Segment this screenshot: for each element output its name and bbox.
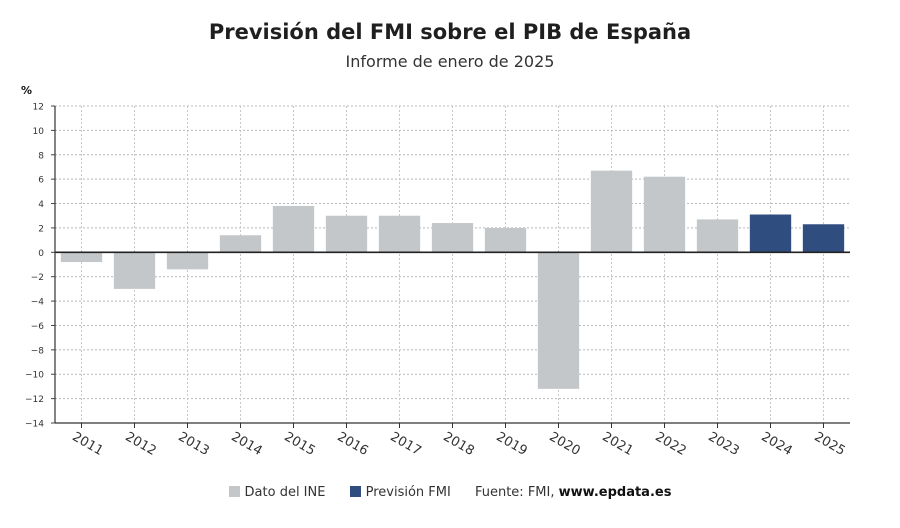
y-tick-label: 12 [33, 103, 44, 113]
bar-2022 [643, 176, 686, 253]
bar-2023 [696, 219, 739, 253]
chart-subtitle: Informe de enero de 2025 [345, 52, 555, 71]
x-tick-label-2012: 2012 [123, 429, 159, 459]
y-tick-label: −8 [31, 346, 45, 356]
x-tick-label-2024: 2024 [759, 429, 795, 459]
x-tick-label-2023: 2023 [706, 429, 742, 459]
x-tick-label-2014: 2014 [229, 429, 265, 459]
bar-2012 [113, 252, 156, 289]
legend-label-fmi: Previsión FMI [365, 485, 451, 500]
legend-swatch-ine [228, 486, 240, 497]
chart-title: Previsión del FMI sobre el PIB de España [208, 20, 692, 44]
x-tick-label-2011: 2011 [70, 429, 106, 459]
y-tick-label: −4 [31, 298, 45, 308]
bar-chart: 12 10 8 6 4 2 0 −2 −4 −6 −8 −10 −12 −14 2011 2012 2013 20… [25, 103, 850, 459]
legend-label-ine: Dato del INE [244, 485, 326, 500]
x-tick-label-2025: 2025 [812, 429, 848, 459]
x-tick-label-2015: 2015 [282, 429, 318, 459]
x-tick-label-2019: 2019 [494, 429, 530, 459]
x-tick-label-2013: 2013 [176, 429, 212, 459]
y-tick-label: −6 [31, 322, 45, 332]
y-tick-label: 4 [38, 200, 44, 210]
x-tick-label-2021: 2021 [600, 429, 636, 459]
bar-2013 [166, 252, 209, 270]
source-note: Fuente: FMI, www.epdata.es [475, 485, 671, 500]
y-axis-unit-label: % [21, 84, 33, 97]
x-tick-label-2016: 2016 [335, 429, 371, 459]
y-tick-label: 6 [38, 176, 44, 186]
bar-2024 [749, 214, 792, 253]
bar-2019 [484, 227, 527, 253]
bar-2014 [219, 235, 262, 253]
x-tick-label-2020: 2020 [547, 429, 583, 459]
legend-item-fmi: Previsión FMI [349, 485, 451, 500]
bar-2021 [590, 170, 633, 253]
bar-2020 [537, 252, 580, 389]
source-site-link[interactable]: www.epdata.es [558, 485, 672, 500]
x-tick-label-2017: 2017 [388, 429, 424, 459]
x-tick-label-2018: 2018 [441, 429, 477, 459]
legend-swatch-fmi [349, 486, 361, 497]
bar-2018 [431, 223, 474, 253]
y-tick-label: −2 [31, 273, 44, 283]
bar-2016 [325, 215, 368, 253]
y-tick-label: −14 [25, 420, 44, 430]
legend-item-ine: Dato del INE [228, 485, 326, 500]
x-tick-label-2022: 2022 [653, 429, 689, 459]
bar-2011 [60, 252, 103, 263]
y-tick-label: 8 [38, 151, 44, 161]
bar-2015 [272, 205, 315, 253]
y-tick-label: −10 [25, 371, 44, 381]
legend: Dato del INE Previsión FMI Fuente: FMI, … [0, 485, 900, 500]
source-prefix: Fuente: FMI, [474, 485, 559, 500]
bar-2025 [802, 224, 845, 253]
y-tick-label: 2 [38, 224, 44, 234]
y-tick-label: 0 [38, 249, 44, 259]
y-tick-label: 10 [33, 127, 45, 137]
bar-2017 [378, 215, 421, 253]
y-tick-label: −12 [25, 395, 44, 405]
